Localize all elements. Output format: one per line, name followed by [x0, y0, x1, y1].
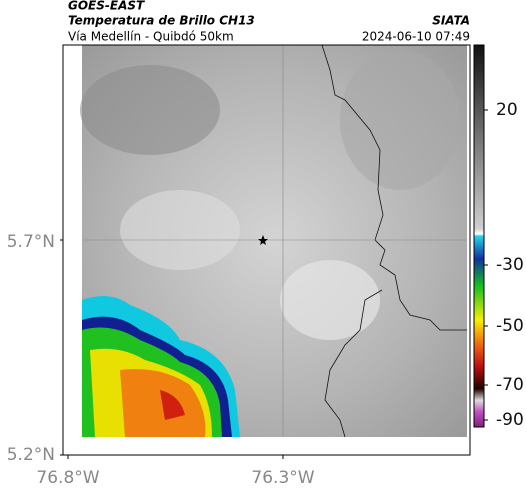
colorbar-label: -30: [496, 255, 524, 275]
location: Vía Medellín - Quibdó 50km: [68, 30, 234, 44]
lat-label: 5.2°N: [7, 445, 55, 465]
colorbar-label: -50: [496, 316, 524, 336]
colorbar-label: -70: [496, 375, 524, 395]
subtitle: Temperatura de Brillo CH13: [68, 14, 255, 28]
map: [62, 44, 471, 456]
datetime: 2024-06-10 07:49: [362, 30, 470, 44]
colorbar-label: 20: [496, 100, 518, 120]
lon-label: 76.8°W: [36, 468, 99, 488]
title: GOES-EAST: [68, 0, 145, 13]
source: SIATA: [432, 14, 470, 28]
lon-label: 76.3°W: [251, 468, 314, 488]
colorbar: [473, 44, 485, 428]
lat-label: 5.7°N: [7, 232, 55, 252]
colorbar-label: -90: [496, 410, 524, 430]
